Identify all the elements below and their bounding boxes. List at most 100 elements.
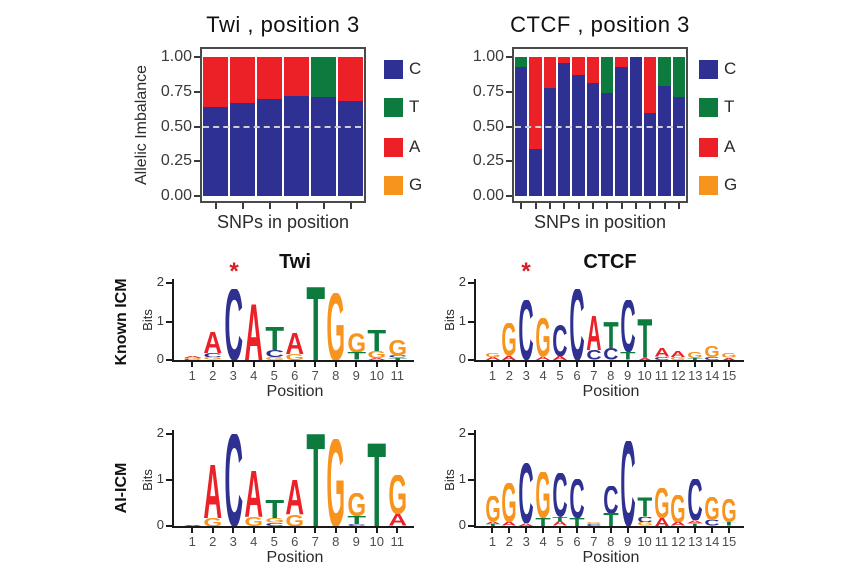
logo-x-tick-label: 9 — [352, 368, 360, 383]
svg-text:C: C — [265, 350, 284, 357]
logo-x-tick-label: 5 — [556, 368, 564, 383]
svg-text:G: G — [721, 353, 736, 358]
svg-text:T: T — [620, 352, 636, 360]
logo-y-axis-line — [474, 430, 476, 528]
logo-x-tick-label: 10 — [369, 368, 384, 383]
svg-text:C: C — [705, 520, 720, 526]
logo-column: A — [183, 525, 203, 526]
logo-x-tick-mark — [375, 528, 378, 533]
logo-y-tick-mark — [166, 282, 172, 284]
svg-text:G: G — [536, 318, 551, 357]
svg-text:A: A — [367, 358, 386, 360]
svg-text:G: G — [367, 351, 386, 358]
svg-text:C: C — [183, 359, 202, 360]
logo-x-tick-mark — [355, 362, 358, 367]
svg-text:T: T — [367, 443, 386, 526]
svg-text:T: T — [637, 319, 652, 358]
logo-x-tick-label: 15 — [721, 368, 737, 383]
logo-y-tick-label: 2 — [156, 274, 164, 289]
logo-x-tick-label: 4 — [250, 368, 258, 383]
logo-column: C — [569, 289, 585, 360]
x-tick-mark — [606, 203, 609, 209]
x-tick-mark — [322, 203, 325, 209]
logo-x-axis-line — [474, 526, 744, 528]
logo-y-tick-mark — [468, 282, 474, 284]
logo-x-tick-label: 9 — [624, 368, 632, 383]
logo-column: T — [306, 434, 326, 526]
svg-text:T: T — [265, 500, 284, 518]
logo-column: T — [367, 443, 387, 526]
logo-y-tick-label: 2 — [458, 274, 466, 289]
logo-y-tick-mark — [166, 320, 172, 323]
logo-x-tick-label: 15 — [721, 534, 737, 549]
svg-text:C: C — [519, 463, 534, 523]
logo-x-tick-mark — [375, 362, 378, 367]
svg-text:G: G — [388, 340, 407, 355]
svg-text:G: G — [326, 439, 345, 526]
logo-x-tick-mark — [728, 528, 731, 533]
svg-text:A: A — [485, 521, 501, 524]
row-label-known-icm: Known ICM — [113, 278, 130, 366]
ctcf-logo-title: CTCF — [583, 251, 637, 273]
logo-x-tick-label: 11 — [654, 368, 669, 383]
svg-text:G: G — [637, 522, 652, 526]
logo-x-tick-label: 5 — [270, 368, 278, 383]
logo-x-tick-mark — [542, 362, 545, 367]
logo-x-tick-mark — [252, 528, 255, 533]
svg-text:A: A — [552, 356, 568, 360]
svg-text:C: C — [603, 486, 618, 514]
svg-text:T: T — [552, 517, 568, 522]
logo-x-tick-mark — [575, 528, 578, 533]
svg-text:G: G — [326, 293, 345, 360]
svg-text:C: C — [552, 473, 567, 517]
svg-text:G: G — [586, 522, 601, 524]
logo-x-tick-label: 12 — [671, 368, 686, 383]
logo-x-tick-mark — [232, 528, 235, 533]
logo-column: T — [306, 287, 326, 360]
svg-text:C: C — [552, 325, 567, 356]
twi-x-axis-label: SNPs in position — [216, 212, 350, 232]
svg-text:A: A — [502, 522, 518, 526]
svg-text:G: G — [502, 323, 517, 356]
logo-x-tick-mark — [525, 528, 528, 533]
logo-x-tick-mark — [252, 362, 255, 367]
ctcf-x-axis-label: SNPs in position — [533, 212, 667, 232]
logo-x-tick-label: 1 — [488, 534, 497, 549]
logo-x-tick-label: 1 — [188, 368, 196, 383]
x-tick-mark — [663, 203, 666, 209]
y-tick-label: 0.75 — [472, 82, 504, 100]
svg-text:C: C — [203, 353, 222, 358]
svg-text:C: C — [654, 357, 670, 360]
svg-text:A: A — [183, 356, 202, 358]
svg-text:C: C — [569, 289, 584, 360]
x-tick-mark — [534, 203, 537, 209]
svg-text:C: C — [388, 355, 407, 357]
ctcf-known-bits-label: Bits — [442, 309, 457, 331]
twi-logo-title: Twi — [279, 251, 311, 273]
svg-text:C: C — [637, 517, 652, 523]
logo-x-tick-label: 7 — [590, 368, 598, 383]
logo-x-tick-mark — [396, 528, 399, 533]
logo-x-tick-mark — [508, 528, 511, 533]
logo-x-tick-label: 8 — [332, 534, 340, 549]
svg-text:A: A — [671, 522, 687, 526]
svg-text:G: G — [654, 488, 669, 518]
svg-text:A: A — [388, 514, 407, 526]
logo-x-tick-label: 2 — [209, 368, 217, 383]
svg-text:C: C — [224, 434, 243, 526]
logo-x-tick-mark — [191, 362, 194, 367]
logo-x-tick-mark — [711, 362, 714, 367]
svg-text:A: A — [637, 358, 652, 360]
svg-text:T: T — [388, 358, 407, 360]
logo-column: G — [326, 293, 346, 360]
